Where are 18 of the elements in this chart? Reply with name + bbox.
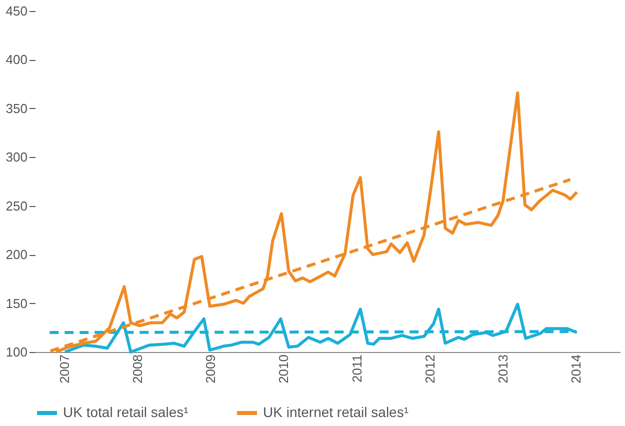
legend-label: UK total retail sales¹ — [63, 404, 189, 420]
legend-label: UK internet retail sales¹ — [263, 404, 409, 420]
x-tick-label: 2014 — [568, 354, 584, 384]
y-tick-label: 250 — [6, 198, 28, 214]
y-tick-label: 400 — [6, 52, 28, 68]
x-tick-label: 2009 — [203, 354, 218, 384]
y-tick-label: 450 — [6, 4, 28, 18]
y-tick-label: 350 — [6, 100, 28, 116]
y-tick-label: 300 — [6, 150, 28, 165]
x-tick-label: 2007 — [56, 354, 72, 384]
y-tick-label: 200 — [6, 247, 28, 262]
x-tick-label: 2010 — [276, 354, 292, 384]
x-tick-label: 2012 — [422, 354, 438, 384]
y-tick-label: 150 — [6, 296, 28, 311]
x-tick-label: 2011 — [349, 354, 364, 382]
x-tick-label: 2008 — [130, 354, 145, 384]
x-tick-label: 2013 — [496, 354, 510, 384]
y-tick-label: 100 — [6, 344, 28, 360]
